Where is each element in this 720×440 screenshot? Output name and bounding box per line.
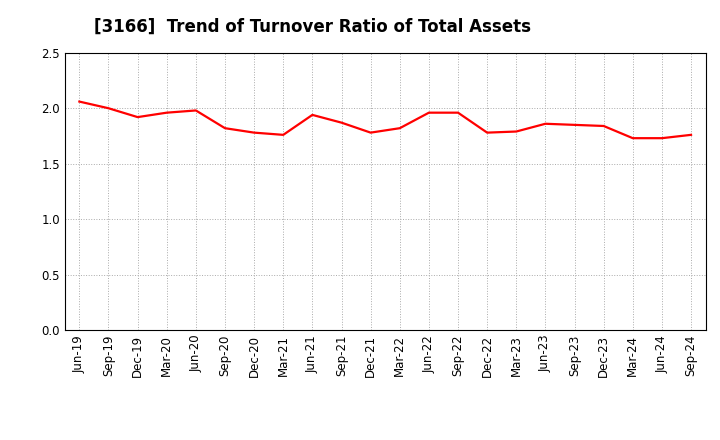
Text: [3166]  Trend of Turnover Ratio of Total Assets: [3166] Trend of Turnover Ratio of Total … xyxy=(94,18,531,36)
